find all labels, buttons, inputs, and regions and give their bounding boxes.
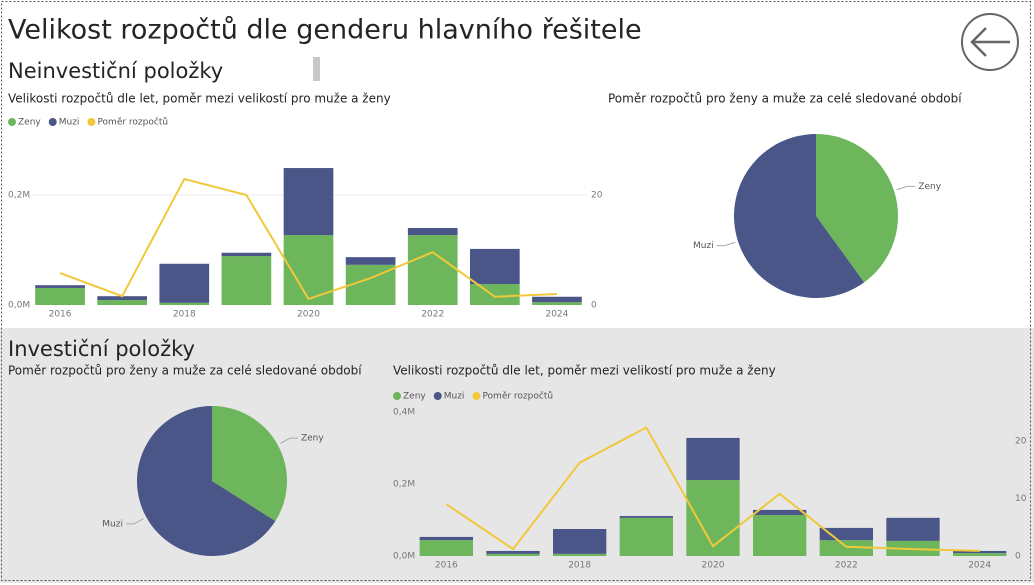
- bar-segment: [819, 540, 873, 556]
- x-tick-label: 2016: [49, 310, 72, 320]
- y2-tick-label: 0: [1015, 552, 1021, 562]
- x-tick-label: 2024: [968, 561, 991, 571]
- bar-segment: [532, 296, 582, 303]
- pie-slice: [816, 134, 898, 283]
- bar-segment: [953, 553, 1007, 556]
- bar-segment: [221, 252, 272, 257]
- back-arrow[interactable]: [970, 27, 1010, 57]
- pie-label: Zeny: [918, 182, 941, 192]
- bar-segment: [619, 517, 673, 556]
- bar-segment: [686, 480, 740, 556]
- legend-marker: [48, 118, 57, 126]
- bar-segment: [486, 550, 540, 554]
- pie-label: Muzi: [693, 241, 714, 251]
- y2-tick-label: 10: [1015, 494, 1027, 504]
- x-tick-label: 2020: [702, 561, 725, 571]
- bar-segment: [35, 285, 85, 288]
- page-title: Velikost rozpočtů dle genderu hlavního ř…: [8, 15, 642, 46]
- back-button[interactable]: [961, 13, 1019, 71]
- pie-slice: [136, 406, 276, 557]
- bar-segment: [469, 248, 520, 285]
- legend-label: Poměr rozpočtů: [482, 391, 553, 402]
- bar-segment: [159, 302, 210, 305]
- line: [445, 426, 980, 552]
- bar-segment: [221, 256, 272, 305]
- bar-segment: [419, 536, 473, 541]
- bar-segment: [819, 527, 873, 541]
- legend-marker: [472, 392, 481, 400]
- section-title: Neinvestiční položky: [8, 59, 223, 83]
- pie-slice: [733, 134, 865, 299]
- legend-marker: [87, 118, 96, 126]
- leader-line: [716, 241, 736, 247]
- bar-segment: [283, 168, 334, 236]
- pie-label: Zeny: [301, 434, 324, 444]
- legend-label: Muzi: [444, 392, 465, 402]
- legend-label: Zeny: [403, 392, 426, 402]
- pie-label: Muzi: [102, 519, 123, 529]
- decoration: [313, 57, 320, 81]
- bar-segment: [469, 284, 520, 305]
- bar-segment: [345, 257, 396, 265]
- chart-title: Poměr rozpočtů pro ženy a muže za celé s…: [608, 92, 962, 106]
- line: [59, 177, 557, 301]
- legend-marker: [393, 392, 401, 400]
- chart-title: Velikosti rozpočtů dle let, poměr mezi v…: [393, 364, 776, 378]
- bar-segment: [407, 228, 458, 236]
- bar-segment: [619, 516, 673, 518]
- y-tick-label: 0,0M: [393, 552, 415, 562]
- bar-segment: [553, 553, 607, 556]
- y-tick-label: 0,2M: [393, 480, 415, 490]
- bar-segment: [686, 437, 740, 481]
- leader-line: [126, 518, 144, 525]
- legend-marker: [8, 118, 16, 126]
- x-tick-label: 2022: [835, 561, 858, 571]
- bar-segment: [35, 287, 85, 305]
- bar-segment: [553, 529, 607, 554]
- y-tick-label: 0,2M: [8, 191, 30, 201]
- leader-line: [896, 185, 916, 191]
- y2-tick-label: 20: [1015, 436, 1027, 446]
- bar-segment: [953, 550, 1007, 554]
- section-title: Investiční položky: [8, 337, 195, 361]
- y-tick-label: 0,4M: [393, 408, 415, 418]
- bar-segment: [97, 300, 148, 305]
- y2-tick-label: 20: [591, 191, 603, 201]
- x-tick-label: 2018: [173, 310, 196, 320]
- pie-slice: [212, 406, 287, 522]
- legend-label: Muzi: [59, 118, 80, 128]
- bar-segment: [419, 540, 473, 556]
- bar-segment: [532, 302, 582, 305]
- bar-segment: [407, 235, 458, 305]
- chart-title: Velikosti rozpočtů dle let, poměr mezi v…: [8, 92, 391, 106]
- chart-title: Poměr rozpočtů pro ženy a muže za celé s…: [8, 364, 362, 378]
- legend-marker: [433, 392, 442, 400]
- x-tick-label: 2022: [421, 310, 444, 320]
- bar-segment: [486, 553, 540, 556]
- bar-segment: [753, 509, 807, 515]
- y2-tick-label: 0: [591, 301, 597, 311]
- x-tick-label: 2020: [297, 310, 320, 320]
- y-tick-label: 0,0M: [8, 301, 30, 311]
- leader-line: [280, 437, 298, 444]
- bar-segment: [159, 263, 210, 303]
- legend-label: Zeny: [18, 118, 41, 128]
- legend-label: Poměr rozpočtů: [97, 117, 168, 128]
- bar-segment: [886, 517, 940, 541]
- x-tick-label: 2018: [568, 561, 591, 571]
- x-tick-label: 2016: [435, 561, 458, 571]
- bar-segment: [753, 514, 807, 556]
- bar-segment: [97, 296, 148, 301]
- x-tick-label: 2024: [545, 310, 568, 320]
